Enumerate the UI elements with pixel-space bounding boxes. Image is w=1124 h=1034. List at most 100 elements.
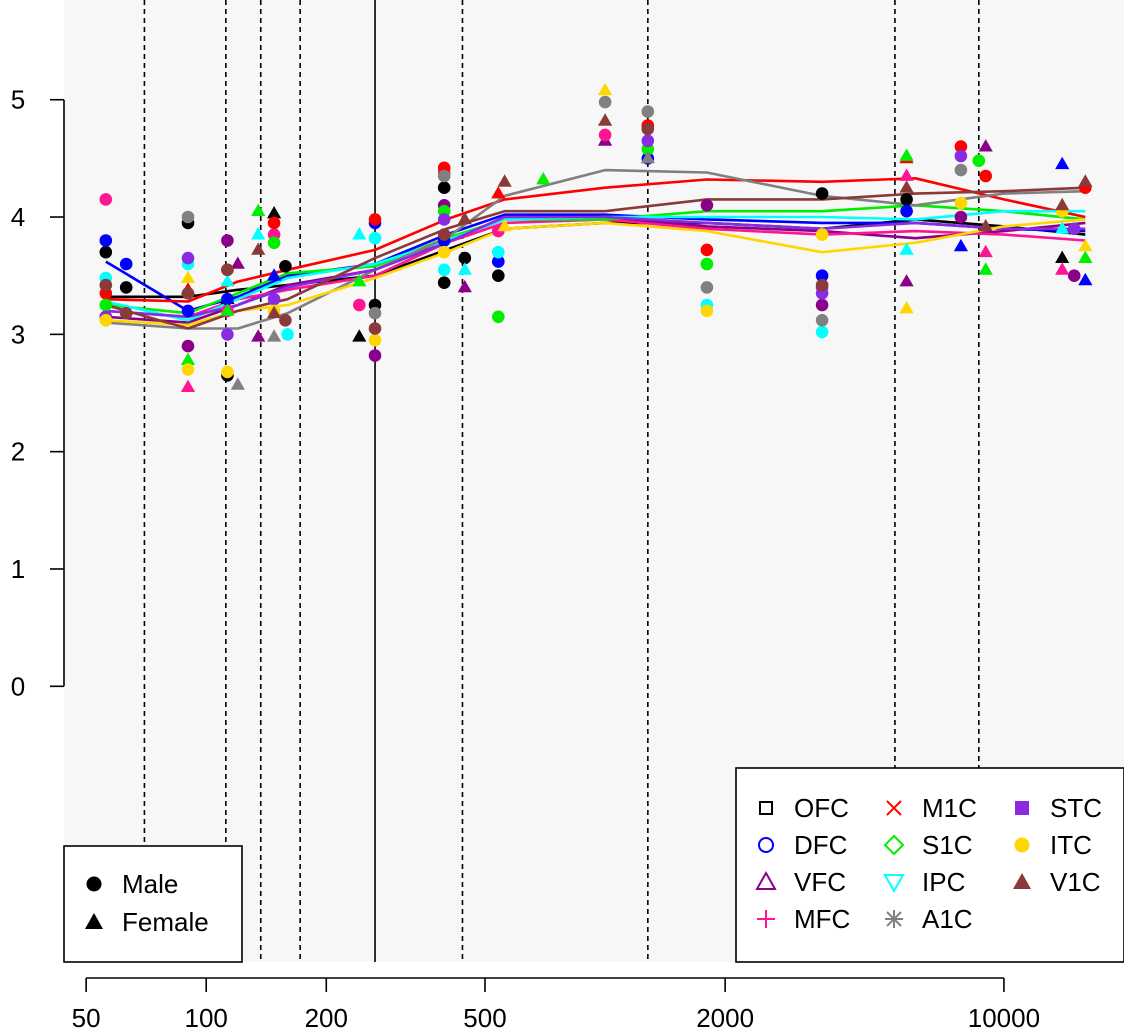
point-male-stc — [267, 292, 281, 306]
point-male-s1c — [972, 154, 986, 167]
point-female-itc — [597, 82, 613, 96]
point-female-ofc — [352, 329, 367, 342]
point-male-itc — [437, 245, 451, 259]
point-male-v1c — [99, 278, 113, 292]
point-female-mfc — [1055, 262, 1070, 275]
point-female-vfc — [978, 139, 993, 152]
legend-male-label: Male — [122, 869, 178, 899]
legend-a1c-label: A1C — [922, 904, 973, 934]
point-male-dfc — [221, 292, 234, 306]
point-female-dfc — [1078, 272, 1093, 286]
legend-ofc-icon — [759, 801, 773, 815]
point-female-v1c — [597, 113, 613, 126]
point-male-a1c — [815, 314, 829, 327]
point-male-s1c — [492, 310, 505, 324]
point-male-ofc — [119, 281, 133, 294]
point-female-mfc — [899, 168, 914, 181]
point-male-stc — [1067, 222, 1081, 236]
point-male-m1c — [700, 243, 714, 257]
legend-dfc-icon — [758, 837, 774, 853]
y-tick-label: 1 — [11, 554, 25, 584]
point-female-s1c — [899, 148, 914, 161]
point-female-dfc — [953, 238, 968, 252]
point-male-v1c — [119, 306, 133, 320]
point-male-vfc — [368, 349, 382, 362]
point-female-ipc — [352, 227, 367, 240]
point-male-itc — [815, 228, 829, 241]
point-male-ofc — [437, 181, 451, 194]
point-female-v1c — [1055, 197, 1070, 211]
point-female-a1c — [640, 150, 655, 164]
legend-m1c-label: M1C — [922, 793, 977, 823]
legend-v1c-icon — [1013, 873, 1031, 889]
point-male-a1c — [700, 281, 714, 294]
point-male-ofc — [437, 276, 451, 290]
point-male-mfc — [353, 298, 366, 312]
point-male-vfc — [181, 339, 195, 353]
point-male-stc — [641, 134, 655, 148]
point-male-s1c — [700, 257, 714, 271]
point-female-ipc — [1055, 221, 1070, 234]
point-female-s1c — [536, 172, 551, 185]
point-male-mfc — [99, 193, 113, 206]
point-male-vfc — [954, 210, 968, 224]
point-male-stc — [437, 213, 451, 226]
point-female-v1c — [1078, 174, 1093, 187]
point-female-ipc — [220, 274, 235, 287]
point-male-v1c — [437, 228, 451, 241]
point-male-a1c — [437, 169, 451, 183]
axes: 50 100 200 500 2000 10000 0 1 2 3 4 5 — [11, 85, 1040, 1033]
point-male-v1c — [815, 278, 829, 292]
y-tick-label: 4 — [11, 202, 25, 232]
point-male-itc — [99, 314, 113, 327]
point-male-itc — [221, 365, 234, 379]
point-male-ofc — [900, 193, 913, 206]
point-male-stc — [954, 149, 968, 163]
point-female-ofc — [1055, 250, 1070, 263]
data-points — [99, 82, 1093, 392]
point-male-a1c — [641, 105, 655, 118]
x-tick-label: 500 — [463, 1003, 506, 1033]
point-male-dfc — [492, 255, 505, 268]
legend-v1c-label: V1C — [1050, 867, 1101, 897]
point-male-ipc — [281, 328, 294, 341]
legend-ipc-icon — [883, 874, 905, 894]
point-female-itc — [899, 301, 914, 314]
point-female-ipc — [457, 262, 472, 275]
point-male-itc — [700, 304, 714, 318]
y-tick-label: 5 — [11, 85, 25, 115]
point-female-v1c — [457, 211, 472, 225]
legend-dfc-label: DFC — [794, 830, 847, 860]
point-female-ofc — [267, 206, 282, 219]
point-male-vfc — [1067, 269, 1081, 283]
point-male-dfc — [99, 234, 113, 247]
legend-itc-icon — [1014, 837, 1030, 853]
point-male-vfc — [700, 199, 714, 212]
point-female-s1c — [1078, 250, 1093, 263]
y-tick-label: 3 — [11, 319, 25, 349]
point-female-s1c — [251, 203, 266, 216]
point-female-dfc — [1055, 156, 1070, 170]
legend-stc-label: STC — [1050, 793, 1102, 823]
point-male-a1c — [181, 210, 195, 224]
point-male-vfc — [815, 298, 829, 312]
legend-a1c-icon — [885, 910, 903, 928]
point-male-mfc — [598, 128, 612, 142]
legend-male-icon — [86, 876, 102, 892]
point-female-s1c — [220, 303, 235, 316]
point-male-m1c — [979, 169, 992, 183]
point-female-mfc — [978, 244, 993, 258]
point-male-v1c — [181, 287, 195, 300]
point-female-v1c — [267, 305, 282, 319]
point-female-dfc — [267, 268, 282, 281]
legend-vfc-label: VFC — [794, 867, 846, 897]
x-tick-label: 50 — [72, 1003, 101, 1033]
point-male-dfc — [815, 269, 829, 283]
x-tick-label: 100 — [185, 1003, 228, 1033]
legend-itc-label: ITC — [1050, 830, 1092, 860]
point-female-s1c — [180, 352, 196, 365]
point-male-ofc — [492, 269, 505, 283]
point-male-ipc — [368, 231, 382, 245]
legend-ofc-label: OFC — [794, 793, 849, 823]
